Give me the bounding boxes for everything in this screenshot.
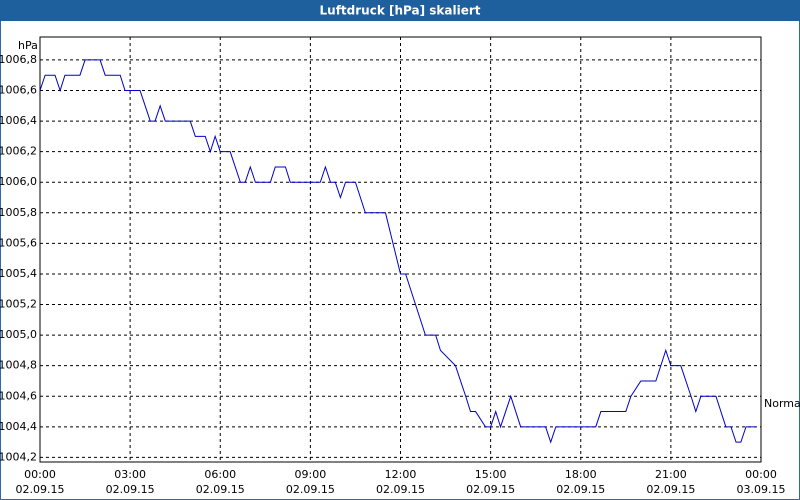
y-tick-label: 1004,6 <box>0 389 37 402</box>
x-tick-date: 02.09.15 <box>106 483 155 496</box>
x-tick-date: 03.09.15 <box>737 483 786 496</box>
y-tick-label: 1006,4 <box>0 114 37 127</box>
x-tick-label: 09:00 <box>295 468 327 481</box>
x-tick-label: 00:00 <box>24 468 56 481</box>
x-tick-label: 21:00 <box>655 468 687 481</box>
y-tick-label: 1006,6 <box>0 84 37 97</box>
y-tick-label: 1004,2 <box>0 450 37 463</box>
y-tick-label: 1006,2 <box>0 145 37 158</box>
y-axis-label: hPa <box>18 39 38 52</box>
x-tick-date: 02.09.15 <box>376 483 425 496</box>
x-tick-date: 02.09.15 <box>196 483 245 496</box>
y-tick-label: 1006,8 <box>0 53 37 66</box>
plot-frame <box>39 36 762 463</box>
y-tick-label: 1004,4 <box>0 420 37 433</box>
y-tick-label: 1005,0 <box>0 328 37 341</box>
title-bar <box>0 0 800 21</box>
chart-title: Luftdruck [hPa] skaliert <box>320 4 481 18</box>
x-tick-date: 02.09.15 <box>466 483 515 496</box>
x-tick-label: 15:00 <box>475 468 507 481</box>
x-tick-date: 02.09.15 <box>16 483 65 496</box>
x-tick-date: 02.09.15 <box>286 483 335 496</box>
reference-label: Normal <box>764 397 800 410</box>
y-tick-label: 1005,8 <box>0 206 37 219</box>
x-tick-label: 18:00 <box>565 468 597 481</box>
y-tick-label: 1005,6 <box>0 236 37 249</box>
x-tick-date: 02.09.15 <box>556 483 605 496</box>
x-tick-label: 12:00 <box>385 468 417 481</box>
y-tick-label: 1005,4 <box>0 267 37 280</box>
y-tick-label: 1004,8 <box>0 359 37 372</box>
y-tick-label: 1005,2 <box>0 298 37 311</box>
y-tick-label: 1006,0 <box>0 175 37 188</box>
data-line <box>39 59 756 444</box>
x-tick-label: 06:00 <box>204 468 236 481</box>
x-tick-label: 00:00 <box>745 468 777 481</box>
x-tick-date: 02.09.15 <box>646 483 695 496</box>
x-tick-label: 03:00 <box>114 468 146 481</box>
